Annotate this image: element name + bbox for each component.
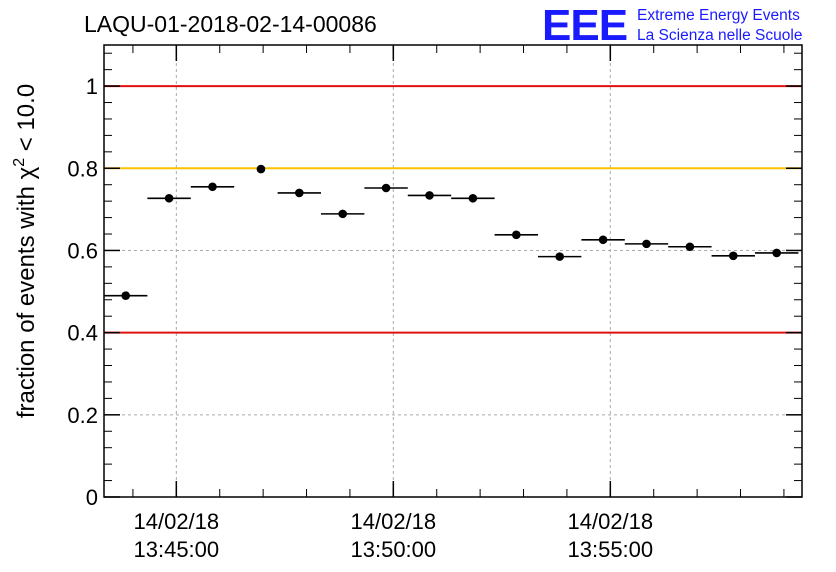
plot-frame xyxy=(103,44,803,498)
y-tick-label: 0 xyxy=(86,485,98,510)
reference-lines xyxy=(104,85,802,334)
grid xyxy=(104,45,802,497)
data-point xyxy=(121,291,130,300)
data-point xyxy=(685,242,695,252)
y-axis-label: fraction of events with χ2 < 10.0 xyxy=(11,84,40,418)
x-tick-date-label: 14/02/18 xyxy=(134,509,220,534)
data-point xyxy=(642,239,651,249)
eee-logo: EEE Extreme Energy Events La Scienza nel… xyxy=(542,1,802,50)
y-tick-label: 1 xyxy=(86,74,98,99)
data-point xyxy=(728,251,738,261)
data-point xyxy=(208,182,217,192)
y-tick-label: 0.8 xyxy=(67,156,98,181)
y-tick-label: 0.4 xyxy=(67,321,98,346)
x-tick-time-label: 13:55:00 xyxy=(568,537,654,562)
eee-logo-line1: Extreme Energy Events xyxy=(637,7,800,24)
x-tick-time-label: 13:50:00 xyxy=(351,537,437,562)
axis-ticks xyxy=(104,45,802,498)
data-points xyxy=(104,164,799,300)
y-axis-label-main: fraction of events with xyxy=(13,179,40,418)
data-point xyxy=(256,164,266,174)
x-tick-date-label: 14/02/18 xyxy=(568,509,654,534)
data-point xyxy=(338,209,347,219)
y-tick-label: 0.6 xyxy=(67,238,98,263)
data-point xyxy=(294,188,304,198)
tick-labels: 0 0.2 0.4 0.6 0.8 1 14/02/18 13:45:00 14/02/18 13… xyxy=(67,74,653,562)
eee-logo-letters: EEE xyxy=(542,1,627,50)
y-axis-label-chi: χ xyxy=(13,166,40,179)
data-point xyxy=(511,230,521,240)
data-point xyxy=(468,193,478,203)
y-tick-label: 0.2 xyxy=(67,403,98,428)
y-axis-label-tail: < 10.0 xyxy=(13,84,40,158)
eee-logo-line2: La Scienza nelle Scuole xyxy=(637,27,802,44)
data-point xyxy=(598,235,608,245)
x-tick-date-label: 14/02/18 xyxy=(351,509,437,534)
chart-title: LAQU-01-2018-02-14-00086 xyxy=(84,11,377,37)
data-point xyxy=(772,248,781,258)
data-point xyxy=(425,191,434,200)
data-point xyxy=(555,252,564,261)
x-tick-time-label: 13:45:00 xyxy=(134,537,220,562)
plot-border xyxy=(103,44,803,498)
data-point xyxy=(381,183,391,193)
data-point xyxy=(164,193,174,203)
y-axis-label-sup: 2 xyxy=(11,158,28,167)
